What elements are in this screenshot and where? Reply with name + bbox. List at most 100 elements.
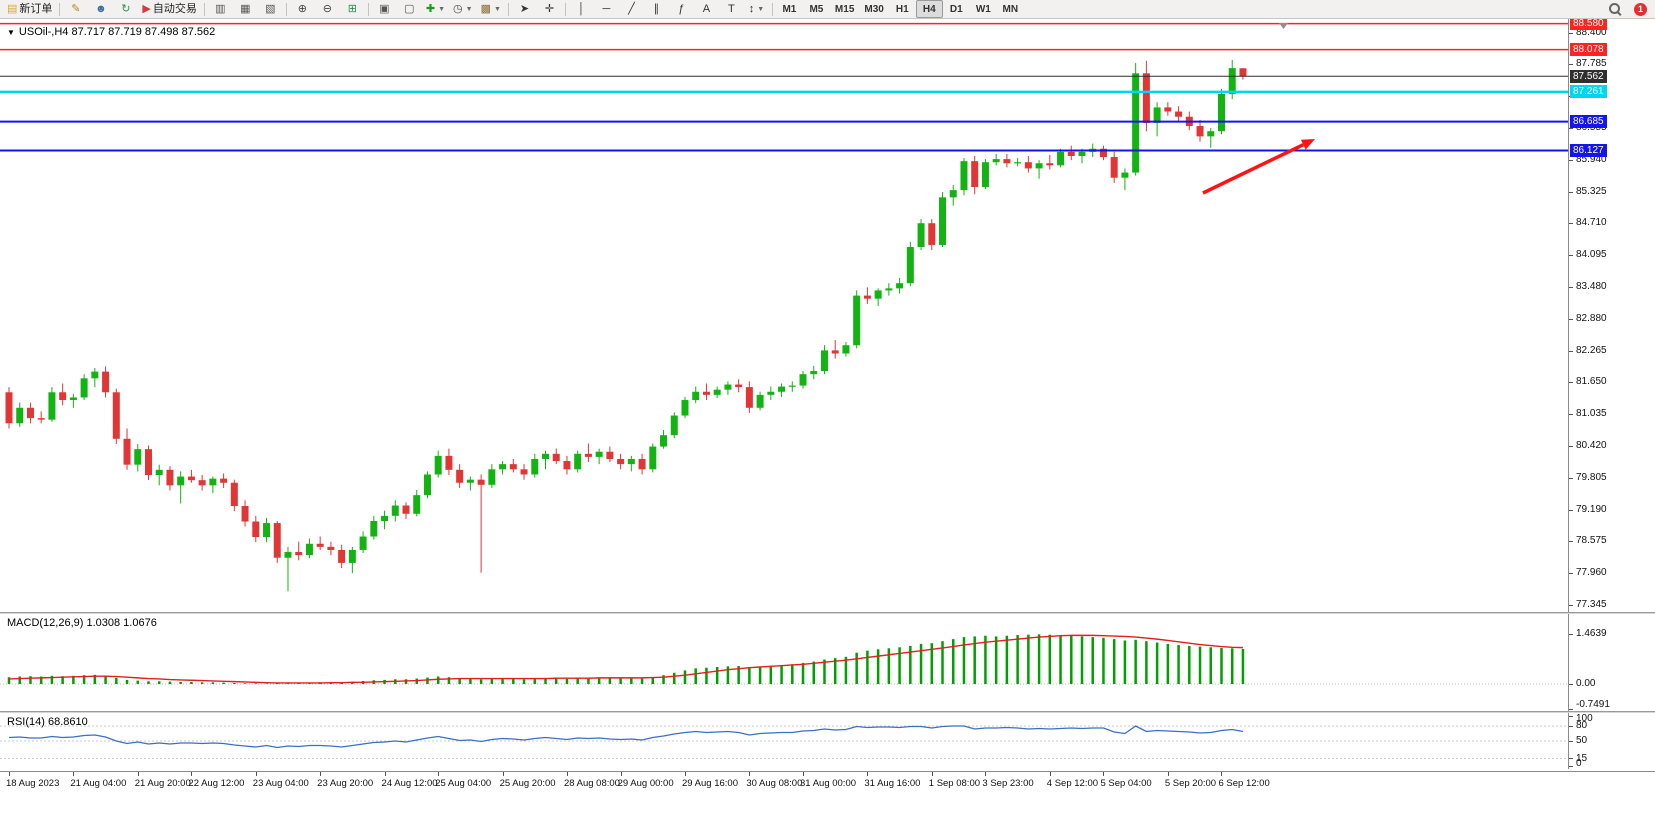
periods-button[interactable]: ◷ ▼	[449, 0, 477, 19]
new-order-button[interactable]: ▤ 新订单	[3, 0, 56, 19]
text-button[interactable]: A	[694, 0, 719, 19]
candlestick-chart-icon: ▦	[240, 2, 251, 15]
horizontal-line-button[interactable]: ─	[594, 0, 619, 19]
price-axis[interactable]: 88.40087.78587.17086.55585.94085.32584.7…	[1568, 17, 1655, 612]
macd-axis-label: 1.4639	[1576, 628, 1607, 639]
time-axis-label: 4 Sep 12:00	[1046, 778, 1099, 789]
macd-panel[interactable]: MACD(12,26,9) 1.0308 1.0676	[0, 614, 1568, 711]
price-axis-label: 77.960	[1576, 567, 1607, 579]
channel-icon: ∥	[653, 2, 660, 15]
indicators-button[interactable]: ✚ ▼	[422, 0, 449, 19]
indicators-icon: ✚	[425, 2, 436, 15]
axis-tick	[1569, 765, 1573, 767]
vertical-line-button[interactable]: │	[569, 0, 594, 19]
timeframe-button-m5[interactable]: M5	[809, 3, 824, 15]
cursor-button[interactable]: ➤	[512, 0, 537, 19]
time-tick	[684, 772, 686, 776]
axis-tick	[1569, 286, 1573, 288]
zoom-out-button[interactable]: ⊖	[315, 0, 340, 19]
time-axis-label: 25 Aug 04:00	[435, 778, 492, 789]
macd-axis-label: -0.7491	[1576, 699, 1610, 710]
tile-windows-button[interactable]: ⊞	[340, 0, 365, 19]
price-axis-label: 77.345	[1576, 598, 1607, 610]
axis-tick	[1569, 740, 1573, 742]
refresh-icon: ↻	[121, 2, 131, 15]
new-order-button-label: 新订单	[19, 2, 53, 15]
toolbar-separator	[367, 2, 369, 16]
label-button[interactable]: T	[719, 0, 744, 19]
time-axis-label: 21 Aug 04:00	[70, 778, 127, 789]
time-tick	[9, 772, 10, 776]
macd-axis[interactable]: 1.4639 0.00 -0.7491	[1568, 614, 1655, 711]
candlestick-svg	[0, 22, 1568, 592]
price-axis-label: 82.265	[1576, 344, 1607, 356]
axis-tick	[1569, 64, 1573, 66]
collapse-icon[interactable]: ▼	[7, 27, 15, 37]
panel-separator[interactable]	[0, 711, 1655, 713]
arrange-windows-icon: ▢	[404, 2, 415, 15]
timeframe-button-w1[interactable]: W1	[975, 3, 991, 15]
axis-tick	[1569, 223, 1573, 225]
time-tick	[320, 772, 322, 776]
search-button[interactable]	[1602, 0, 1627, 19]
toolbar-separator	[59, 2, 61, 16]
fibonacci-button[interactable]: ƒ	[669, 0, 694, 19]
time-axis-label: 25 Aug 20:00	[499, 778, 556, 789]
time-tick	[1103, 772, 1105, 776]
zoom-in-icon: ⊕	[297, 2, 307, 15]
price-axis-label: 87.785	[1576, 58, 1607, 70]
arrange-windows-button[interactable]: ▢	[397, 0, 422, 19]
time-axis-label: 5 Sep 20:00	[1164, 778, 1217, 789]
chart-shift-icon	[1279, 23, 1288, 29]
axis-tick	[1569, 758, 1573, 759]
axis-tick	[1569, 633, 1573, 635]
trend-arrow	[1202, 143, 1305, 195]
toolbar-right-group: 1	[1602, 0, 1652, 19]
time-axis[interactable]: 18 Aug 2023 21 Aug 04:00 21 Aug 20:00 22 Au…	[0, 771, 1655, 791]
axis-tick	[1569, 715, 1573, 717]
templates-button[interactable]: ▩ ▼	[477, 0, 505, 19]
trend-arrow-head	[1300, 139, 1315, 150]
rsi-panel[interactable]: RSI(14) 68.8610	[0, 713, 1568, 769]
channel-button[interactable]: ∥	[644, 0, 669, 19]
line-chart-button[interactable]: ▧	[258, 0, 283, 19]
main-chart[interactable]: ▼ USOil-,H4 87.717 87.719 87.498 87.562	[0, 19, 1568, 612]
timeframe-button-m1[interactable]: M1	[782, 3, 797, 15]
toolbar-separator	[564, 2, 566, 16]
timeframe-button-h1[interactable]: H1	[895, 3, 909, 15]
time-axis-label: 28 Aug 08:00	[563, 778, 620, 789]
timeframe-button-m30[interactable]: M30	[864, 3, 884, 15]
panel-separator[interactable]	[0, 612, 1655, 614]
candlestick-chart-button[interactable]: ▦	[233, 0, 258, 19]
bar-chart-icon: ▥	[215, 2, 226, 15]
crosshair-button[interactable]: ✛	[537, 0, 562, 19]
rsi-axis-label: 15	[1576, 752, 1588, 764]
price-axis-label: 83.480	[1576, 280, 1607, 292]
metaeditor-button[interactable]: ✎	[63, 0, 88, 19]
vertical-line-icon: │	[577, 2, 585, 15]
timeframe-button-d1[interactable]: D1	[949, 3, 963, 15]
rsi-axis[interactable]: 100 80 50 15 0	[1568, 713, 1655, 769]
cascade-windows-button[interactable]: ▣	[372, 0, 397, 19]
zoom-in-button[interactable]: ⊕	[290, 0, 315, 19]
price-flag: 87.261	[1570, 85, 1607, 99]
timeframe-button-mn[interactable]: MN	[1002, 3, 1019, 15]
trendline-button[interactable]: ╱	[619, 0, 644, 19]
timeframe-button-h4[interactable]: H4	[915, 0, 943, 18]
autotrading-button[interactable]: ▶ 自动交易	[138, 0, 200, 19]
bar-chart-button[interactable]: ▥	[208, 0, 233, 19]
refresh-button[interactable]: ↻	[113, 0, 138, 19]
time-tick	[803, 772, 805, 776]
autotrading-icon: ▶	[142, 2, 151, 15]
zoom-out-icon: ⊖	[322, 2, 332, 15]
price-flag: 88.580	[1570, 17, 1607, 31]
notification-badge[interactable]: 1	[1634, 2, 1647, 16]
axis-tick	[1569, 159, 1573, 161]
arrows-button[interactable]: ↕ ▼	[744, 0, 769, 19]
market-watch-button[interactable]: ☻	[88, 0, 113, 19]
macd-svg	[0, 634, 1568, 685]
time-axis-label: 18 Aug 2023	[6, 778, 60, 789]
axis-tick	[1569, 708, 1573, 710]
time-tick	[438, 772, 440, 776]
timeframe-button-m15[interactable]: M15	[834, 3, 855, 15]
